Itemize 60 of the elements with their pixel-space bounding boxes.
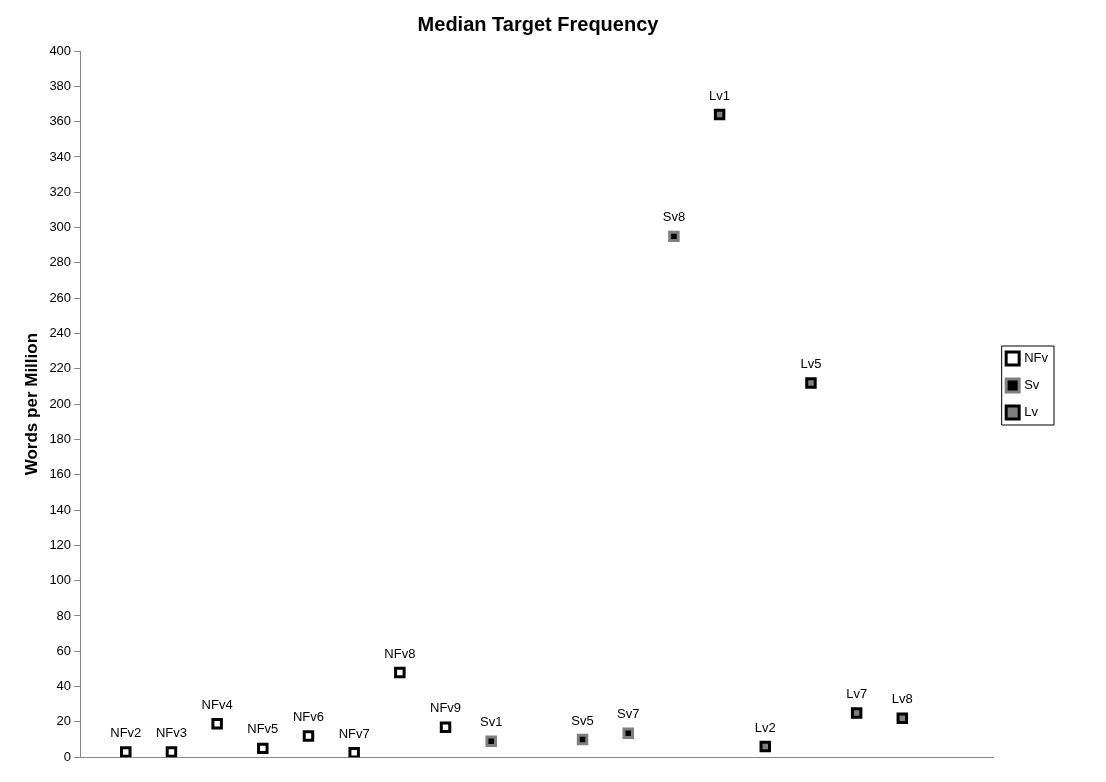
data-label: Sv1 [480, 714, 503, 730]
data-label: Lv8 [891, 691, 913, 707]
point [713, 108, 726, 121]
point [850, 707, 863, 719]
point [165, 746, 178, 758]
legend-label: Sv [1024, 377, 1040, 393]
point [668, 230, 680, 243]
data-label: Sv7 [617, 706, 640, 722]
data-label: Lv1 [709, 87, 731, 103]
y-tick-label: 360 [49, 113, 72, 129]
point [394, 666, 406, 679]
y-tick-label: 200 [49, 395, 72, 411]
point [759, 740, 772, 753]
y-tick-label: 0 [63, 748, 72, 764]
data-label: Sv8 [662, 209, 686, 225]
point [805, 377, 817, 389]
y-tick-label: 20 [56, 713, 72, 729]
y-tick-label: 260 [49, 289, 72, 305]
data-label: NFv4 [201, 696, 233, 712]
y-tick-label: 80 [56, 607, 72, 623]
y-tick-label: 180 [49, 430, 72, 446]
point [896, 712, 909, 725]
point [257, 742, 269, 755]
data-label: Sv5 [571, 712, 594, 728]
data-label: NFv8 [384, 645, 416, 661]
point [485, 735, 497, 748]
data-label: NFv7 [338, 725, 370, 741]
y-tick-label: 120 [49, 536, 72, 552]
point [622, 727, 634, 740]
y-tick-label: 380 [49, 77, 72, 93]
y-tick-label: 160 [49, 466, 72, 482]
chart-title: Median Target Frequency [417, 12, 660, 35]
y-tick-label: 280 [49, 254, 72, 270]
y-tick-label: 100 [49, 572, 72, 588]
y-tick-label: 300 [49, 219, 72, 235]
data-label: Lv2 [754, 719, 776, 735]
legend-label: Lv [1024, 404, 1039, 420]
data-label: Lv7 [846, 686, 868, 702]
data-label: NFv6 [292, 709, 325, 725]
data-label: NFv9 [429, 700, 462, 716]
y-tick-label: 340 [49, 148, 72, 164]
point [348, 747, 360, 758]
legend-label: NFv [1024, 350, 1049, 366]
data-label: NFv3 [155, 724, 187, 740]
point [302, 730, 315, 742]
y-tick-label: 140 [49, 501, 72, 517]
data-label: Lv5 [800, 355, 822, 371]
y-axis-title: Words per Million [21, 332, 41, 476]
data-label: NFv2 [110, 724, 142, 740]
y-tick-label: 40 [56, 678, 72, 694]
point [576, 733, 589, 746]
y-tick-label: 220 [49, 360, 72, 376]
point [439, 721, 452, 733]
point [211, 717, 223, 730]
y-tick-label: 60 [56, 642, 72, 658]
y-tick-label: 240 [49, 325, 72, 341]
y-tick-label: 320 [49, 183, 72, 199]
y-tick-label: 400 [49, 42, 72, 58]
data-label: NFv5 [247, 721, 279, 737]
point [120, 746, 132, 758]
